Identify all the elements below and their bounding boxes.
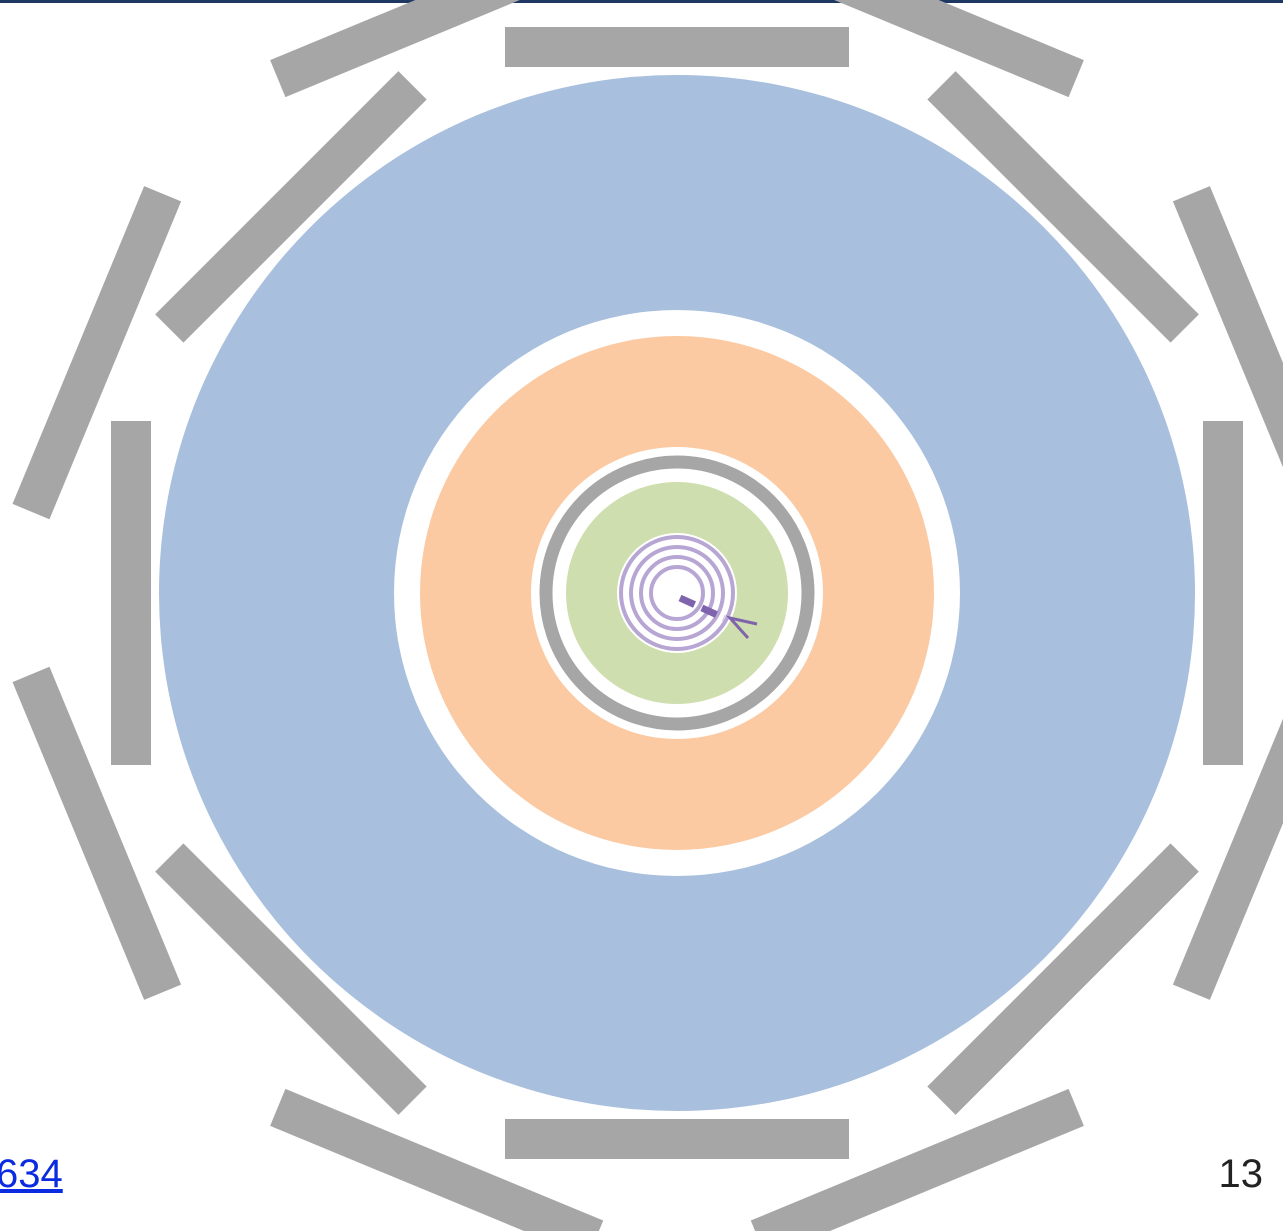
muon-chamber <box>1203 421 1243 765</box>
muon-chamber <box>270 0 604 98</box>
muon-chamber <box>270 1088 604 1231</box>
muon-chamber <box>750 1088 1084 1231</box>
pixel-bg <box>617 533 737 653</box>
reference-link[interactable]: 634 <box>0 1152 63 1196</box>
page-number: 13 <box>1218 1152 1264 1196</box>
header-rule <box>0 0 1283 3</box>
pixel-layers <box>619 535 735 651</box>
muon-chamber <box>111 421 151 765</box>
muon-chamber <box>155 843 427 1115</box>
muon-chamber <box>12 666 182 1000</box>
track-arrow <box>725 615 758 640</box>
muon-chamber <box>927 71 1199 343</box>
muon-chambers <box>12 0 1283 1231</box>
muon-chamber <box>1172 186 1283 520</box>
muon-chamber <box>750 0 1084 98</box>
muon-chamber <box>155 71 427 343</box>
pixel-layer <box>619 535 735 651</box>
solenoid <box>539 455 815 731</box>
pixel-layer <box>649 565 705 621</box>
muon-chamber <box>12 186 182 520</box>
pixel-layer <box>629 545 725 641</box>
track <box>678 594 726 622</box>
muon-chamber <box>927 843 1199 1115</box>
muon-chamber <box>1172 666 1283 1000</box>
muon-chamber <box>505 27 849 67</box>
pixel-layer <box>639 555 715 631</box>
muon-chamber <box>505 1119 849 1159</box>
